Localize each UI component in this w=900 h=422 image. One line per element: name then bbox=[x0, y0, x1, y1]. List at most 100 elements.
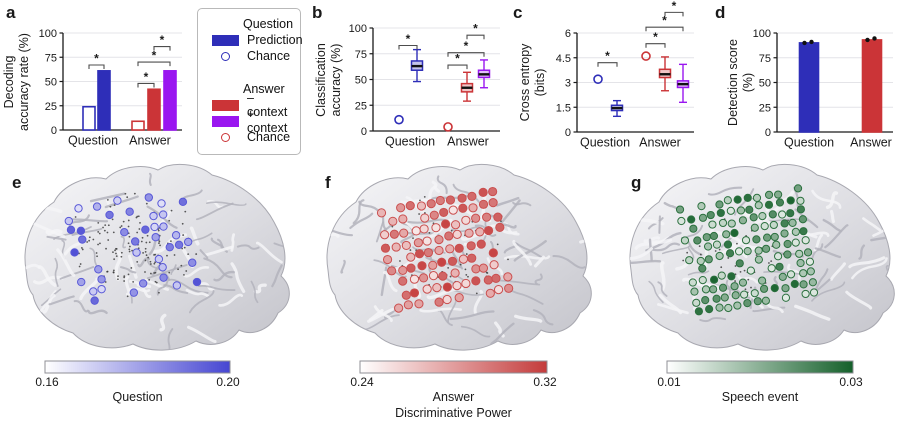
x-category-label: Answer bbox=[639, 136, 681, 150]
speckle-dot bbox=[154, 261, 157, 264]
brain-render-g bbox=[629, 163, 895, 351]
electrode-dot bbox=[471, 264, 481, 274]
electrode-dot bbox=[757, 276, 767, 285]
electrode-dot bbox=[113, 196, 122, 205]
sulcus-line bbox=[45, 228, 63, 236]
electrode-dot bbox=[90, 296, 99, 305]
legend-item-plus-context: + context bbox=[205, 107, 296, 135]
significance-asterisk: * bbox=[455, 52, 460, 66]
speckle-dot bbox=[145, 254, 148, 257]
electrode-dot bbox=[798, 215, 808, 224]
electrode-dot bbox=[761, 244, 771, 253]
speckle-dot bbox=[744, 288, 747, 291]
speckle-dot bbox=[120, 251, 123, 254]
x-category-label: Question bbox=[68, 134, 118, 148]
electrode-dot bbox=[689, 224, 698, 233]
sulcus-line bbox=[144, 278, 170, 291]
significance-bracket bbox=[137, 61, 171, 67]
sulcus-line bbox=[362, 314, 400, 331]
panel-d-ylabel-line2: (%) bbox=[741, 73, 755, 92]
electrode-dot bbox=[790, 279, 799, 289]
electrode-dot bbox=[485, 288, 495, 298]
electrode-dot bbox=[144, 193, 154, 202]
electrode-dot bbox=[723, 196, 732, 205]
speckle-dot bbox=[97, 231, 100, 233]
sulcus-line bbox=[375, 221, 384, 243]
electrode-dot bbox=[727, 219, 736, 228]
sulcus-line bbox=[183, 266, 210, 278]
sulcus-line bbox=[811, 189, 842, 209]
electrode-dot bbox=[483, 275, 493, 285]
electrode-dot bbox=[171, 231, 181, 240]
speckle-dot bbox=[158, 242, 160, 245]
bar-question-prediction bbox=[97, 70, 111, 131]
electrode-dot bbox=[718, 283, 728, 292]
electrode-dot bbox=[434, 235, 444, 245]
speckle-dot bbox=[424, 212, 426, 214]
electrode-dot bbox=[452, 229, 462, 239]
speckle-dot bbox=[177, 268, 179, 271]
sulcus-line bbox=[188, 290, 215, 314]
electrode-dot bbox=[694, 307, 704, 316]
electrode-dot bbox=[715, 303, 724, 312]
electrode-dot bbox=[745, 205, 754, 214]
colorbar-speech-event bbox=[666, 360, 854, 374]
sulcus-line bbox=[829, 209, 835, 224]
legend-item-question-chance: Chance bbox=[205, 48, 296, 64]
speckle-dot bbox=[399, 260, 401, 262]
sulcus-line bbox=[658, 215, 661, 234]
electrode-dot bbox=[743, 193, 752, 202]
speckle-dot bbox=[107, 224, 110, 227]
speckle-dot bbox=[97, 221, 100, 224]
electrode-dot bbox=[705, 305, 714, 314]
speckle-dot bbox=[92, 238, 95, 241]
electrode-dot bbox=[806, 267, 815, 276]
legend-swatch-prediction-icon bbox=[212, 34, 239, 46]
electrode-dot bbox=[183, 237, 193, 247]
speckle-dot bbox=[99, 242, 101, 245]
y-tick-label: 75 bbox=[759, 53, 771, 65]
speckle-dot bbox=[154, 253, 157, 256]
sulcus-line bbox=[499, 199, 521, 225]
panel-c-ylabel-line2: (bits) bbox=[533, 69, 547, 97]
chance-point-answer-chance bbox=[443, 122, 453, 132]
electrode-dot bbox=[159, 273, 168, 282]
legend-item-answer-chance: Chance bbox=[205, 129, 296, 145]
sulcus-line bbox=[137, 257, 151, 268]
electrode-dot bbox=[752, 193, 762, 203]
speckle-dot bbox=[126, 196, 129, 199]
significance-bracket bbox=[447, 64, 468, 70]
sulcus-line bbox=[436, 175, 448, 195]
electrode-dot bbox=[688, 278, 697, 287]
electrode-dot bbox=[738, 216, 748, 225]
speckle-dot bbox=[182, 234, 185, 236]
speckle-dot bbox=[739, 270, 742, 273]
electrode-dot bbox=[743, 299, 752, 308]
sulcus-line bbox=[250, 280, 259, 304]
electrode-dot bbox=[758, 211, 767, 221]
sulcus-line bbox=[368, 308, 384, 322]
electrode-dot bbox=[406, 252, 416, 262]
brain-render-f bbox=[326, 163, 592, 351]
sulcus-line bbox=[630, 259, 662, 265]
speckle-dot bbox=[98, 232, 101, 235]
speckle-dot bbox=[736, 242, 738, 245]
electrode-dot bbox=[406, 263, 416, 273]
sulcus-line bbox=[349, 212, 374, 230]
speckle-dot bbox=[128, 250, 131, 253]
electrode-dot bbox=[803, 248, 813, 257]
significance-asterisk: * bbox=[406, 32, 411, 46]
electrode-dot bbox=[450, 220, 461, 230]
sulcus-line bbox=[648, 238, 673, 246]
electrode-dot bbox=[503, 272, 513, 282]
speckle-dot bbox=[450, 229, 453, 232]
sulcus-line bbox=[380, 266, 388, 297]
sulcus-line bbox=[273, 242, 290, 254]
significance-bracket bbox=[597, 62, 618, 67]
legend-item-prediction: Prediction bbox=[205, 32, 303, 48]
significance-asterisk: * bbox=[605, 49, 610, 63]
speckle-dot bbox=[148, 241, 151, 244]
speckle-dot bbox=[727, 257, 730, 259]
sulcus-line bbox=[159, 313, 167, 332]
